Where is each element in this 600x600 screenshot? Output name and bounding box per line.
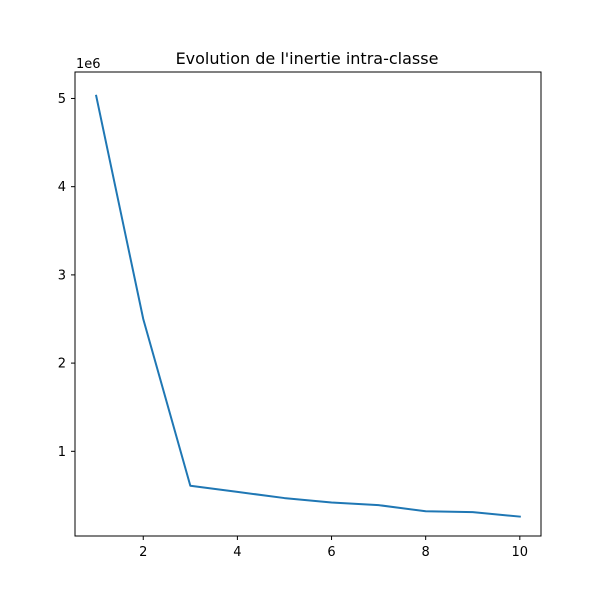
series: [96, 96, 520, 517]
x-tick-label: 2: [139, 545, 147, 560]
plot-frame: [75, 72, 541, 536]
y-tick-label: 1: [58, 445, 66, 460]
y-tick-label: 5: [58, 92, 66, 107]
y-tick-label: 4: [58, 180, 66, 195]
y-tick-label: 2: [58, 357, 66, 372]
x-tick-label: 4: [233, 545, 241, 560]
x-tick-label: 8: [422, 545, 430, 560]
chart-title: Evolution de l'inertie intra-classe: [176, 49, 439, 68]
y-tick-label: 3: [58, 268, 66, 283]
x-tick-label: 10: [512, 545, 529, 560]
series-line-inertie: [96, 96, 520, 517]
x-tick-label: 6: [327, 545, 335, 560]
y-offset-label: 1e6: [76, 57, 101, 72]
